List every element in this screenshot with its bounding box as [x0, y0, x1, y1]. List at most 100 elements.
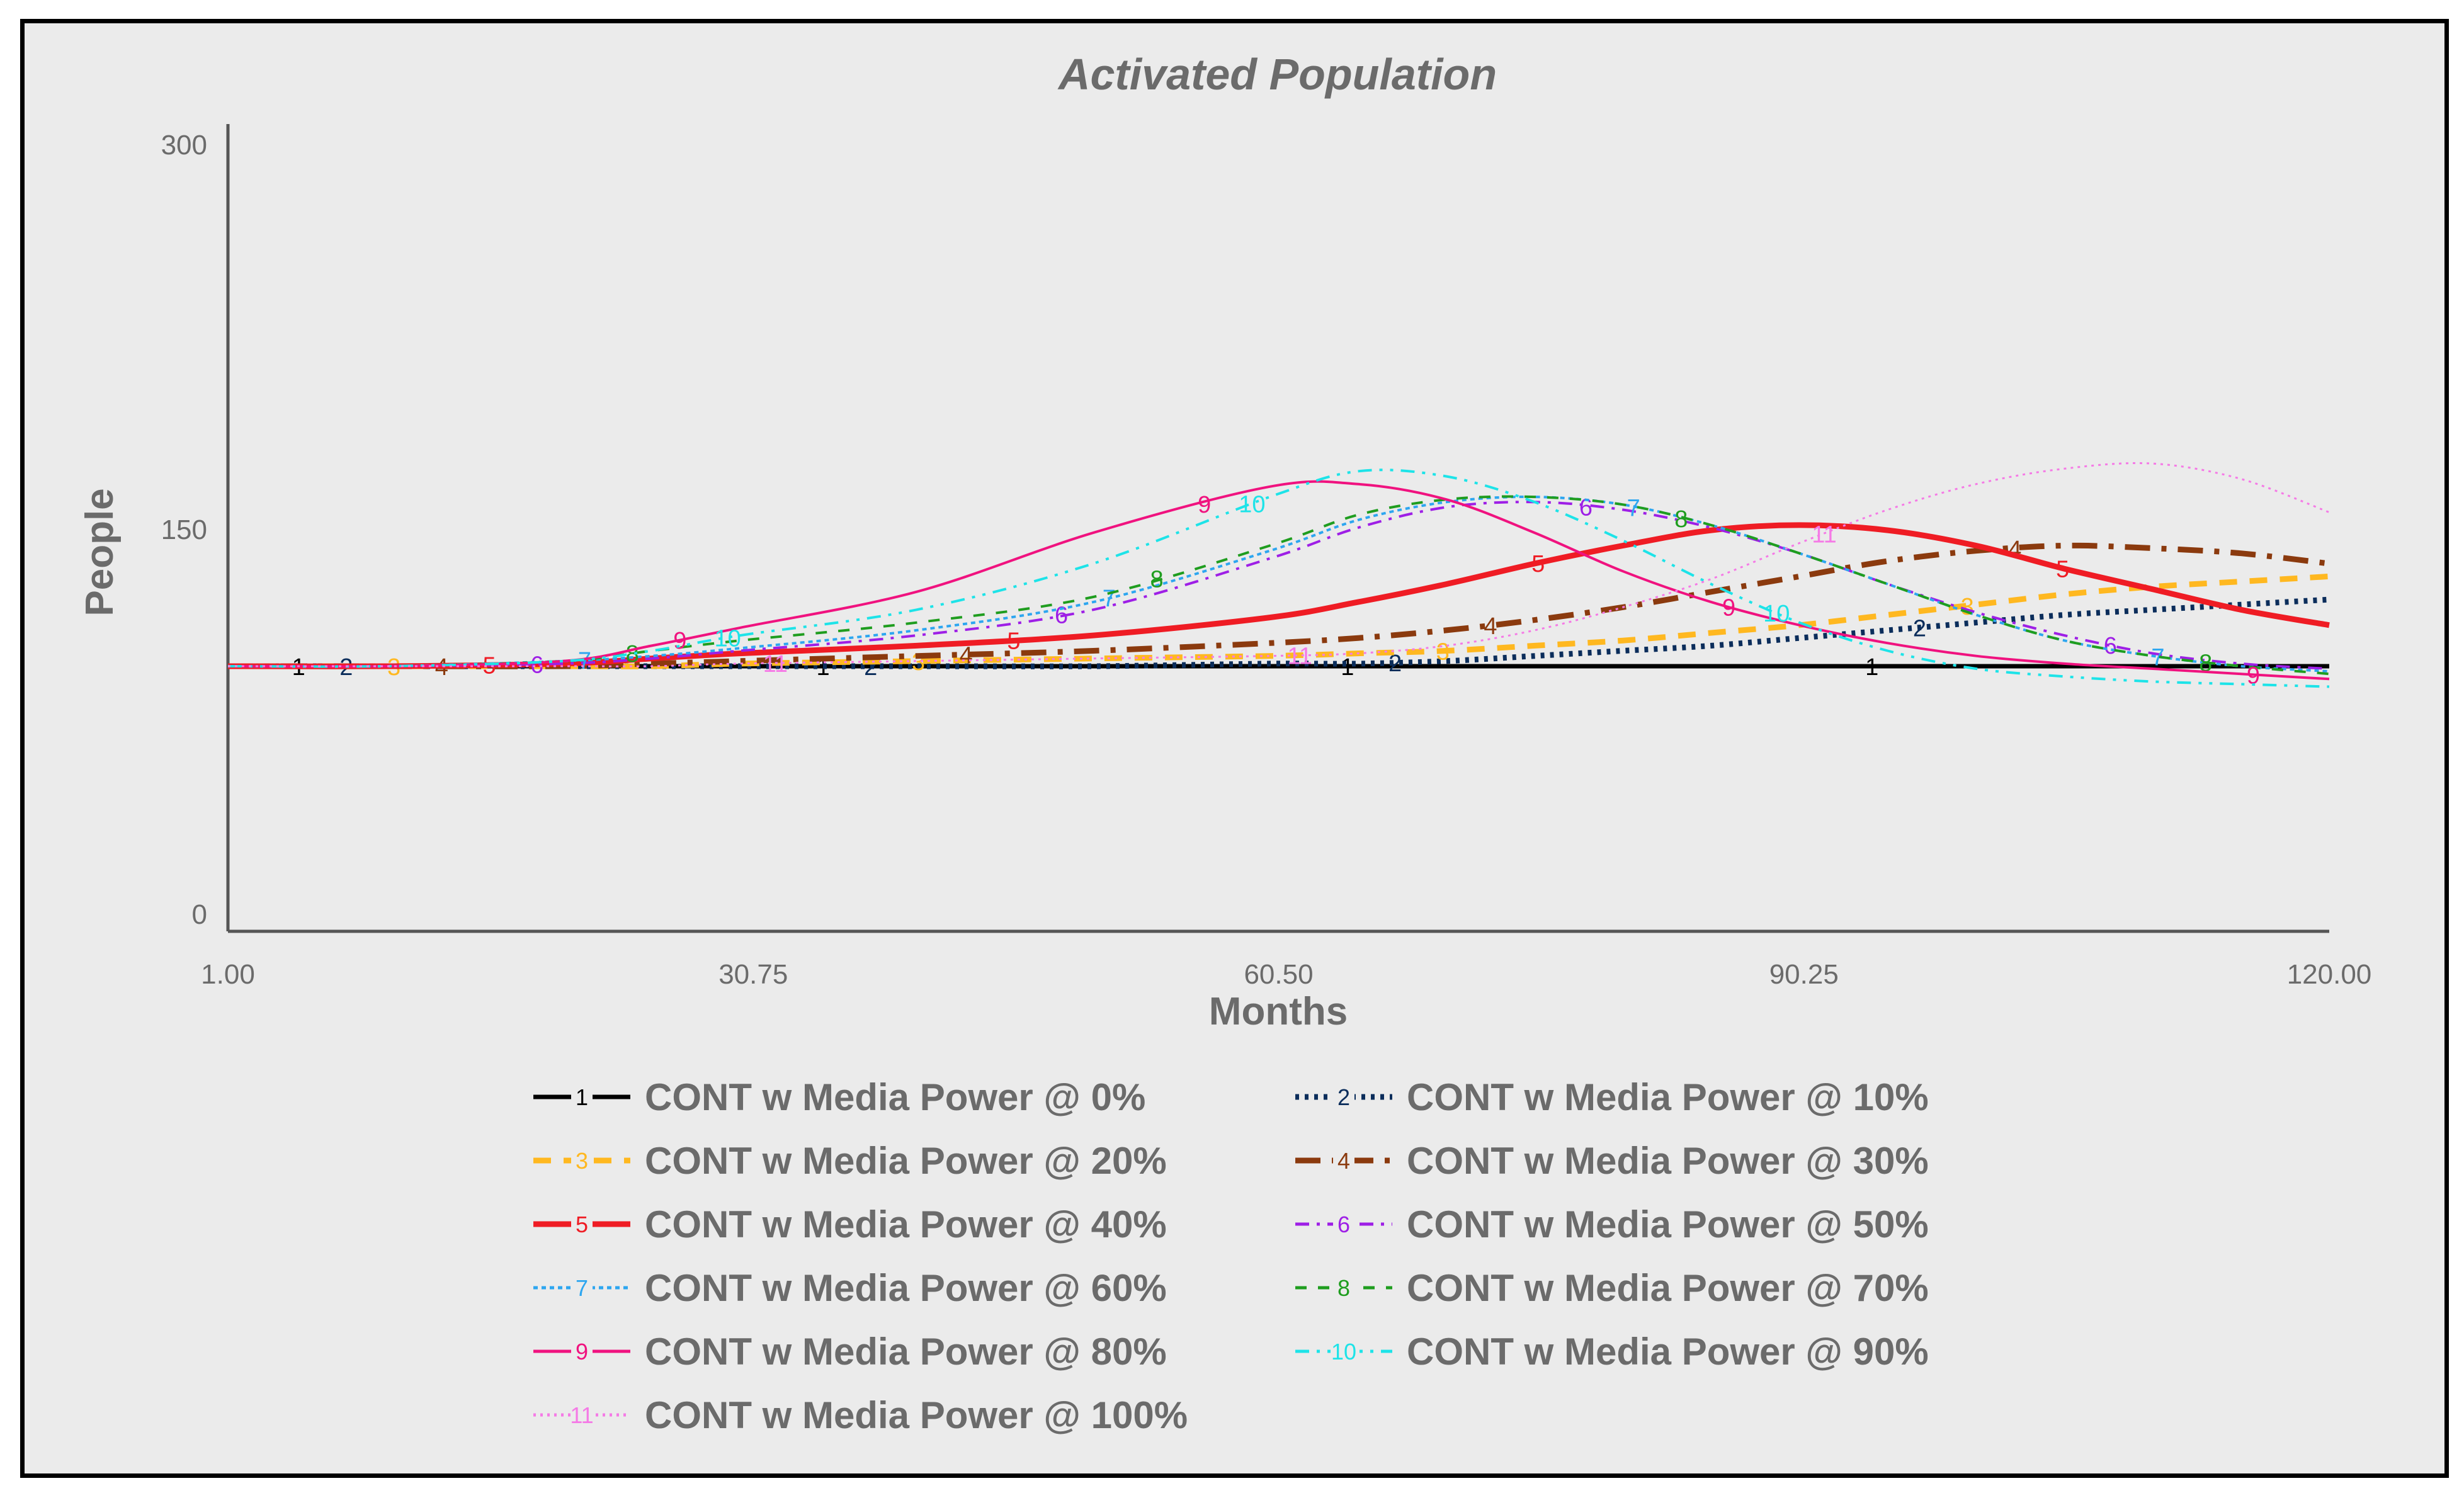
chart-title: Activated Population — [1057, 50, 1497, 99]
series-marker-label: 10 — [714, 626, 741, 652]
series-marker-label: 4 — [1484, 613, 1497, 640]
series-marker-label: 9 — [1722, 594, 1735, 621]
series-marker-label: 9 — [673, 628, 686, 654]
series-marker-label: 7 — [1103, 586, 1116, 612]
legend-marker-number: 10 — [1331, 1339, 1356, 1365]
legend-label: CONT w Media Power @ 60% — [645, 1266, 1167, 1309]
series-marker-label: 2 — [1388, 650, 1402, 677]
legend-swatch: 6 — [1295, 1210, 1392, 1238]
legend-label: CONT w Media Power @ 100% — [645, 1394, 1188, 1436]
legend-item: 6 CONT w Media Power @ 50% — [1290, 1199, 1929, 1249]
legend-label: CONT w Media Power @ 10% — [1407, 1076, 1929, 1118]
y-tick-labels: 0 150 300 — [161, 130, 207, 930]
x-tick-labels: 1.00 30.75 60.50 90.25 120.00 — [201, 959, 2371, 990]
legend-marker-number: 4 — [1337, 1148, 1350, 1174]
legend-swatch: 7 — [533, 1274, 630, 1302]
legend-marker-number: 11 — [570, 1402, 593, 1428]
legend-label: CONT w Media Power @ 30% — [1407, 1139, 1929, 1182]
series-marker-label: 3 — [1436, 639, 1450, 666]
legend-marker-number: 9 — [576, 1339, 588, 1365]
legend-marker-number: 5 — [576, 1212, 588, 1237]
series-marker-label: 11 — [1812, 522, 1836, 548]
series-marker-label: 1 — [1341, 654, 1354, 681]
legend-swatch: 2 — [1295, 1083, 1392, 1111]
series-line — [228, 573, 2330, 669]
legend-label: CONT w Media Power @ 0% — [645, 1076, 1146, 1118]
series-marker-label: 5 — [1531, 551, 1545, 577]
x-tick-label: 30.75 — [718, 959, 788, 990]
series-marker-label: 11 — [1287, 643, 1312, 669]
y-tick-label: 150 — [161, 514, 207, 545]
legend-item: 8 CONT w Media Power @ 70% — [1290, 1263, 1929, 1313]
legend-swatch: 10 — [1295, 1337, 1392, 1365]
series-marker-label: 9 — [2247, 662, 2260, 689]
series-marker-label: 10 — [1763, 601, 1790, 627]
series-marker-label: 1 — [1865, 654, 1878, 681]
legend-item: 5 CONT w Media Power @ 40% — [528, 1199, 1167, 1249]
series-marker-label: 6 — [2104, 633, 2117, 659]
legend-marker-number: 2 — [1337, 1084, 1350, 1110]
legend-label: CONT w Media Power @ 50% — [1407, 1203, 1929, 1246]
legend-swatch: 9 — [533, 1337, 630, 1365]
legend-item: 2 CONT w Media Power @ 10% — [1290, 1072, 1929, 1122]
legend-item: 1 CONT w Media Power @ 0% — [528, 1072, 1145, 1122]
series-marker-label: 7 — [578, 648, 591, 674]
legend-item: 3 CONT w Media Power @ 20% — [528, 1135, 1167, 1186]
series-marker-label: 10 — [1239, 492, 1265, 518]
legend-swatch: 8 — [1295, 1274, 1392, 1302]
series-marker-label: 7 — [2151, 645, 2164, 671]
series-marker-label: 3 — [1961, 594, 1974, 620]
series-marker-label: 8 — [2199, 650, 2212, 676]
legend-swatch: 11 — [533, 1401, 630, 1429]
legend-marker-number: 1 — [576, 1084, 588, 1110]
x-tick-label: 120.00 — [2287, 959, 2372, 990]
legend-item: 11 CONT w Media Power @ 100% — [528, 1390, 1188, 1440]
y-tick-label: 300 — [161, 130, 207, 161]
series-marker-label: 8 — [1674, 506, 1688, 533]
x-tick-label: 60.50 — [1244, 959, 1313, 990]
legend-label: CONT w Media Power @ 80% — [645, 1330, 1167, 1373]
y-axis-label: People — [78, 488, 122, 616]
legend-swatch: 3 — [533, 1147, 630, 1174]
legend-label: CONT w Media Power @ 70% — [1407, 1266, 1929, 1309]
legend-item: 9 CONT w Media Power @ 80% — [528, 1326, 1167, 1377]
series-marker-label: 8 — [1150, 567, 1163, 593]
series-marker-label: 9 — [1198, 492, 1211, 518]
chart-frame: Activated Population 0 150 300 1.00 30.75 60… — [20, 19, 2449, 1478]
legend-label: CONT w Media Power @ 20% — [645, 1139, 1167, 1182]
series-marker-label: 8 — [626, 641, 639, 667]
legend-swatch: 1 — [533, 1083, 630, 1111]
series-line — [227, 495, 2330, 676]
series-marker-label: 4 — [960, 642, 973, 669]
legend-swatch: 5 — [533, 1210, 630, 1238]
series-line — [227, 501, 2330, 670]
legend-item: 10 CONT w Media Power @ 90% — [1290, 1326, 1929, 1377]
legend-marker-number: 8 — [1337, 1275, 1350, 1301]
series-marker-label: 5 — [2056, 556, 2069, 582]
x-tick-label: 1.00 — [201, 959, 255, 990]
legend-label: CONT w Media Power @ 40% — [645, 1203, 1167, 1246]
series-marker-label: 6 — [1579, 494, 1593, 521]
series-line — [227, 468, 2330, 688]
series-marker-label: 7 — [1627, 495, 1640, 521]
legend: 1 CONT w Media Power @ 0% 2 CONT w Media Po… — [528, 1072, 2040, 1436]
legend-marker-number: 6 — [1337, 1212, 1350, 1237]
legend-marker-number: 7 — [576, 1275, 588, 1301]
legend-marker-number: 3 — [576, 1148, 588, 1174]
legend-item: 7 CONT w Media Power @ 60% — [528, 1263, 1167, 1313]
series-line — [228, 542, 2330, 669]
series-marker-label: 6 — [1055, 603, 1068, 629]
series-marker-label: 2 — [1913, 616, 1926, 642]
series-line — [228, 462, 2330, 667]
y-tick-label: 0 — [192, 899, 207, 930]
series-line — [227, 495, 2330, 673]
legend-label: CONT w Media Power @ 90% — [1407, 1330, 1929, 1373]
legend-swatch: 4 — [1295, 1147, 1392, 1174]
legend-item: 4 CONT w Media Power @ 30% — [1290, 1135, 1929, 1186]
series-marker-label: 5 — [1007, 628, 1020, 654]
series-line — [227, 480, 2330, 681]
x-tick-label: 90.25 — [1769, 959, 1839, 990]
series-line — [227, 522, 2330, 669]
